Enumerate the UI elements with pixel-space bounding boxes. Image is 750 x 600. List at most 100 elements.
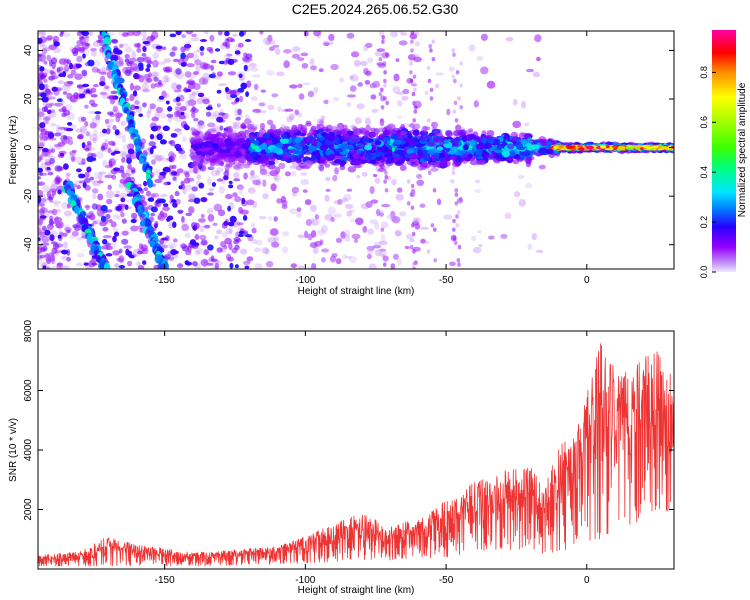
heatmap-cell xyxy=(384,175,389,180)
heatmap-cell xyxy=(152,153,159,159)
heatmap-cell xyxy=(429,161,439,168)
heatmap-cell xyxy=(184,260,190,265)
heatmap-cell xyxy=(91,193,97,199)
heatmap-cell xyxy=(218,209,226,217)
heatmap-cell xyxy=(409,61,413,66)
heatmap-cell xyxy=(184,184,193,191)
heatmap-cell xyxy=(203,31,209,35)
heatmap-cell xyxy=(40,128,48,135)
heatmap-cell xyxy=(104,174,114,179)
heatmap-cell xyxy=(420,238,426,244)
heatmap-cell xyxy=(146,77,153,83)
heatmap-cell xyxy=(84,171,90,179)
heatmap-cell xyxy=(76,236,83,241)
heatmap-cell xyxy=(385,124,393,130)
heatmap-cell xyxy=(70,69,77,76)
heatmap-cell xyxy=(187,198,196,203)
heatmap-cell xyxy=(148,141,156,147)
heatmap-cell xyxy=(454,240,458,245)
heatmap-cell xyxy=(157,154,165,162)
heatmap-cell xyxy=(165,235,170,242)
heatmap-cell xyxy=(196,174,202,180)
heatmap-cell xyxy=(224,31,230,37)
heatmap-cell xyxy=(410,122,414,127)
heatmap-cell xyxy=(56,262,64,267)
heatmap-cell xyxy=(120,197,126,203)
heatmap-cell xyxy=(251,227,257,234)
heatmap-cell xyxy=(454,188,459,193)
heatmap-cell xyxy=(159,238,165,245)
heatmap-cell xyxy=(194,234,200,240)
heatmap-cell xyxy=(224,138,232,145)
heatmap-cell xyxy=(203,260,208,266)
heatmap-cell xyxy=(420,226,429,230)
heatmap-cell xyxy=(452,227,456,232)
heatmap-cell xyxy=(341,254,347,259)
heatmap-cell xyxy=(406,233,414,240)
heatmap-cell xyxy=(361,138,370,143)
heatmap-cell xyxy=(89,213,96,221)
heatmap-cell xyxy=(43,106,49,112)
heatmap-cell xyxy=(138,62,144,69)
heatmap-cell xyxy=(163,203,169,208)
heatmap-cell xyxy=(369,186,375,194)
heatmap-cell xyxy=(219,186,225,194)
heatmap-cell xyxy=(142,56,149,63)
heatmap-cell xyxy=(146,110,151,119)
heatmap-cell xyxy=(452,109,457,114)
heatmap-cell xyxy=(260,89,267,93)
heatmap-cell xyxy=(42,185,50,193)
heatmap-cell xyxy=(65,128,74,132)
heatmap-cell xyxy=(371,109,378,114)
heatmap-cell xyxy=(302,189,308,193)
heatmap-cell xyxy=(305,219,312,226)
heatmap-cell xyxy=(451,166,456,171)
heatmap-cell xyxy=(349,149,356,154)
heatmap-cell xyxy=(155,45,163,50)
heatmap-cell xyxy=(126,61,133,67)
heatmap-cell xyxy=(462,144,469,151)
heatmap-cell xyxy=(394,231,402,236)
heatmap-cell xyxy=(207,166,215,171)
heatmap-cell xyxy=(247,158,254,164)
heatmap-cell xyxy=(372,173,378,178)
heatmap-cell xyxy=(493,138,501,145)
heatmap-cell xyxy=(228,132,237,138)
heatmap-cell xyxy=(377,167,387,172)
heatmap-cell xyxy=(457,262,461,267)
heatmap-cell xyxy=(264,171,272,177)
heatmap-cell xyxy=(335,258,342,265)
heatmap-cell xyxy=(406,201,411,206)
heatmap-cell xyxy=(159,194,168,197)
heatmap-cell xyxy=(411,223,415,228)
heatmap-cell xyxy=(151,116,159,122)
heatmap-cell xyxy=(312,246,319,254)
heatmap-cell xyxy=(142,41,150,45)
heatmap-cell xyxy=(233,237,241,241)
heatmap-cell xyxy=(298,93,305,100)
heatmap-cell xyxy=(344,229,350,237)
heatmap-cell xyxy=(127,250,133,258)
heatmap-cell xyxy=(57,234,62,239)
heatmap-cell xyxy=(154,221,159,227)
heatmap-cell xyxy=(333,144,339,149)
heatmap-cell xyxy=(71,230,79,237)
heatmap-cell xyxy=(90,103,98,108)
heatmap-cell xyxy=(216,89,222,94)
heatmap-cell xyxy=(416,179,425,186)
heatmap-cell xyxy=(435,83,440,89)
heatmap-cell xyxy=(353,160,361,166)
heatmap-cell xyxy=(531,233,537,240)
heatmap-cell xyxy=(243,64,248,72)
heatmap-cell xyxy=(356,144,365,149)
heatmap-cell xyxy=(243,172,248,180)
heatmap-cell xyxy=(436,146,444,151)
heatmap-cell xyxy=(346,188,353,192)
heatmap-cell xyxy=(186,177,195,182)
heatmap-cell xyxy=(365,42,373,49)
heatmap-cell xyxy=(452,218,456,224)
heatmap-cell xyxy=(124,204,129,210)
heatmap-cell xyxy=(370,127,376,132)
heatmap-cell xyxy=(264,248,270,255)
heatmap-cell xyxy=(97,193,104,201)
